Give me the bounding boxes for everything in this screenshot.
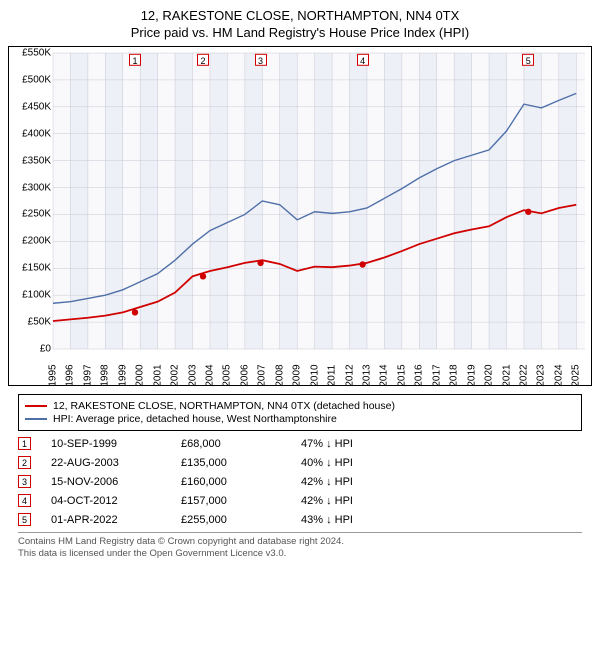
x-tick-label: 1999 <box>117 364 128 386</box>
chart-marker-box: 4 <box>357 54 369 66</box>
tx-diff: 43% ↓ HPI <box>301 514 411 526</box>
x-tick-label: 2025 <box>571 364 582 386</box>
footer: Contains HM Land Registry data © Crown c… <box>18 532 582 560</box>
x-tick-label: 2010 <box>309 364 320 386</box>
chart-area: 1 2 3 4 5 1995 1996 1997 1998 1999 2000 2001 2002 20… <box>8 46 592 386</box>
tx-price: £135,000 <box>181 457 281 469</box>
footer-line-1: Contains HM Land Registry data © Crown c… <box>18 536 582 548</box>
legend-item: HPI: Average price, detached house, West… <box>25 413 575 425</box>
legend-item: 12, RAKESTONE CLOSE, NORTHAMPTON, NN4 0T… <box>25 400 575 412</box>
x-tick-label: 2000 <box>135 364 146 386</box>
transaction-row: 2 22-AUG-2003 £135,000 40% ↓ HPI <box>18 456 582 469</box>
x-tick-label: 2016 <box>414 364 425 386</box>
tx-diff: 47% ↓ HPI <box>301 438 411 450</box>
y-tick-label: £500K <box>11 74 51 85</box>
x-tick-label: 2007 <box>257 364 268 386</box>
x-tick-label: 2023 <box>536 364 547 386</box>
tx-marker-box: 5 <box>18 513 31 526</box>
legend-swatch <box>25 405 47 407</box>
y-tick-label: £250K <box>11 209 51 220</box>
y-tick-label: £400K <box>11 128 51 139</box>
x-tick-label: 2024 <box>553 364 564 386</box>
tx-marker-box: 4 <box>18 494 31 507</box>
x-tick-label: 1997 <box>82 364 93 386</box>
chart-container: 12, RAKESTONE CLOSE, NORTHAMPTON, NN4 0T… <box>0 0 600 564</box>
x-tick-label: 2018 <box>449 364 460 386</box>
tx-price: £255,000 <box>181 514 281 526</box>
x-tick-label: 2009 <box>292 364 303 386</box>
tx-date: 01-APR-2022 <box>51 514 161 526</box>
legend-label: 12, RAKESTONE CLOSE, NORTHAMPTON, NN4 0T… <box>53 400 395 412</box>
chart-marker-box: 1 <box>129 54 141 66</box>
y-tick-label: £300K <box>11 182 51 193</box>
title-line-2: Price paid vs. HM Land Registry's House … <box>8 25 592 40</box>
y-tick-label: £150K <box>11 263 51 274</box>
x-tick-label: 2011 <box>327 365 338 387</box>
tx-date: 04-OCT-2012 <box>51 495 161 507</box>
x-tick-label: 2021 <box>501 364 512 386</box>
x-tick-label: 1995 <box>48 364 59 386</box>
x-tick-label: 2022 <box>518 364 529 386</box>
x-tick-label: 2001 <box>152 364 163 386</box>
tx-marker-box: 2 <box>18 456 31 469</box>
x-tick-label: 2013 <box>361 364 372 386</box>
y-tick-label: £550K <box>11 48 51 59</box>
x-tick-label: 2006 <box>239 364 250 386</box>
legend-label: HPI: Average price, detached house, West… <box>53 413 337 425</box>
footer-line-2: This data is licensed under the Open Gov… <box>18 548 582 560</box>
y-tick-label: £50K <box>11 317 51 328</box>
title-line-1: 12, RAKESTONE CLOSE, NORTHAMPTON, NN4 0T… <box>8 8 592 23</box>
chart-marker-box: 2 <box>197 54 209 66</box>
tx-diff: 42% ↓ HPI <box>301 476 411 488</box>
x-tick-label: 2020 <box>484 364 495 386</box>
x-tick-label: 1996 <box>65 364 76 386</box>
legend-swatch <box>25 418 47 420</box>
x-tick-label: 2002 <box>170 364 181 386</box>
tx-date: 15-NOV-2006 <box>51 476 161 488</box>
transaction-row: 4 04-OCT-2012 £157,000 42% ↓ HPI <box>18 494 582 507</box>
tx-price: £160,000 <box>181 476 281 488</box>
legend: 12, RAKESTONE CLOSE, NORTHAMPTON, NN4 0T… <box>18 394 582 431</box>
chart-marker-box: 5 <box>522 54 534 66</box>
y-tick-label: £100K <box>11 290 51 301</box>
y-tick-label: £350K <box>11 155 51 166</box>
x-tick-label: 2014 <box>379 364 390 386</box>
plot-area: 1 2 3 4 5 <box>53 53 585 349</box>
x-tick-label: 2003 <box>187 364 198 386</box>
tx-price: £68,000 <box>181 438 281 450</box>
plot-svg <box>53 53 585 349</box>
transactions-table: 1 10-SEP-1999 £68,000 47% ↓ HPI 2 22-AUG-2003… <box>18 437 582 526</box>
tx-marker-box: 3 <box>18 475 31 488</box>
transaction-row: 3 15-NOV-2006 £160,000 42% ↓ HPI <box>18 475 582 488</box>
x-tick-label: 2015 <box>396 364 407 386</box>
title-block: 12, RAKESTONE CLOSE, NORTHAMPTON, NN4 0T… <box>8 8 592 40</box>
tx-diff: 42% ↓ HPI <box>301 495 411 507</box>
x-tick-label: 2004 <box>204 364 215 386</box>
x-tick-label: 1998 <box>100 364 111 386</box>
x-tick-label: 2005 <box>222 364 233 386</box>
transaction-row: 5 01-APR-2022 £255,000 43% ↓ HPI <box>18 513 582 526</box>
x-tick-label: 2012 <box>344 364 355 386</box>
x-tick-label: 2008 <box>274 364 285 386</box>
chart-marker-box: 3 <box>255 54 267 66</box>
y-tick-label: £200K <box>11 236 51 247</box>
tx-price: £157,000 <box>181 495 281 507</box>
x-tick-label: 2017 <box>431 364 442 386</box>
y-tick-label: £0 <box>11 344 51 355</box>
tx-marker-box: 1 <box>18 437 31 450</box>
y-tick-label: £450K <box>11 101 51 112</box>
tx-date: 22-AUG-2003 <box>51 457 161 469</box>
x-tick-label: 2019 <box>466 364 477 386</box>
transaction-row: 1 10-SEP-1999 £68,000 47% ↓ HPI <box>18 437 582 450</box>
tx-date: 10-SEP-1999 <box>51 438 161 450</box>
tx-diff: 40% ↓ HPI <box>301 457 411 469</box>
